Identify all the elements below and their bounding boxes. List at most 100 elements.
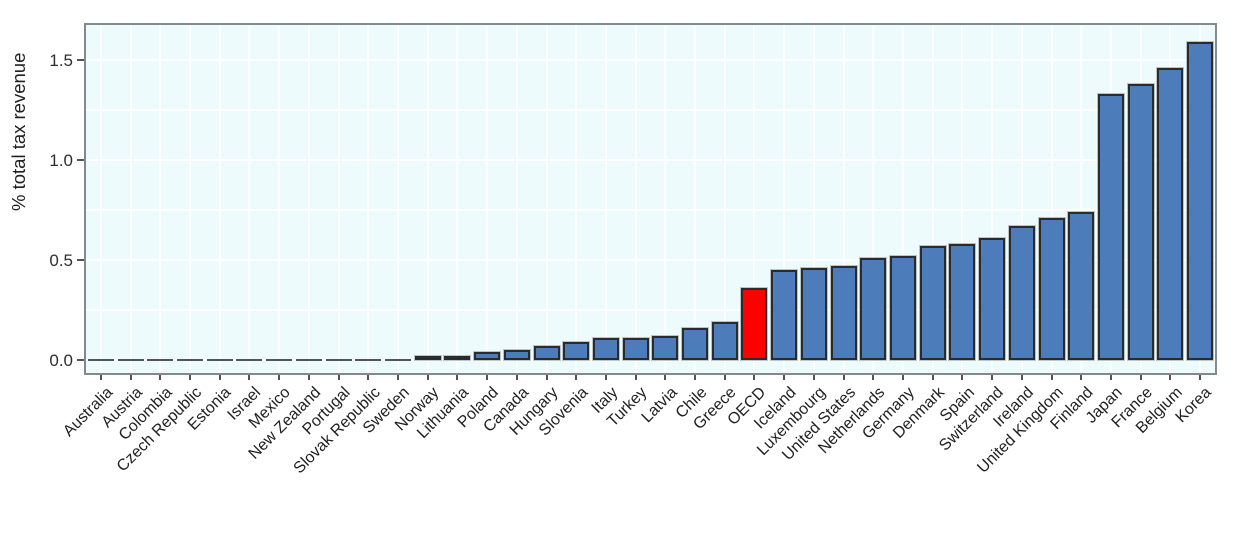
x-tick-mark (664, 375, 667, 380)
horizontal-gridline (86, 209, 1215, 211)
bar-zero-estonia (206, 358, 233, 361)
x-tick-mark (783, 375, 786, 380)
vertical-gridline (188, 25, 191, 373)
x-tick-mark (218, 375, 221, 380)
vertical-gridline (872, 25, 875, 373)
vertical-gridline (99, 25, 102, 373)
vertical-gridline (545, 25, 548, 373)
bar-germany (890, 256, 917, 360)
bar-korea (1187, 42, 1214, 360)
x-tick-mark (515, 375, 518, 380)
vertical-gridline (694, 25, 697, 373)
bar-latvia (652, 336, 679, 360)
horizontal-gridline (86, 59, 1215, 61)
x-tick-mark (575, 375, 578, 380)
horizontal-gridline (86, 259, 1215, 261)
vertical-gridline (961, 25, 964, 373)
horizontal-gridline (86, 109, 1215, 111)
horizontal-gridline (86, 159, 1215, 161)
x-tick-mark (248, 375, 251, 380)
vertical-gridline (604, 25, 607, 373)
bar-zero-australia (87, 358, 114, 361)
x-tick-mark (337, 375, 340, 380)
vertical-gridline (1080, 25, 1083, 373)
x-tick-mark (1020, 375, 1023, 380)
vertical-gridline (753, 25, 756, 373)
vertical-gridline (515, 25, 518, 373)
bar-greece (711, 322, 738, 360)
x-tick-mark (307, 375, 310, 380)
bar-poland (474, 352, 501, 360)
y-tick-label: 1.5 (49, 50, 73, 70)
vertical-gridline (1050, 25, 1053, 373)
vertical-gridline (278, 25, 281, 373)
x-tick-mark (1050, 375, 1053, 380)
x-tick-mark (812, 375, 815, 380)
bar-lithuania (444, 356, 471, 360)
bar-italy (592, 338, 619, 360)
x-tick-mark (991, 375, 994, 380)
vertical-gridline (426, 25, 429, 373)
x-tick-mark (931, 375, 934, 380)
y-tick-mark (77, 259, 84, 261)
y-tick-label: 1.0 (49, 150, 73, 170)
bar-denmark (919, 246, 946, 360)
x-tick-mark (1080, 375, 1083, 380)
x-tick-mark (872, 375, 875, 380)
y-axis-title: % total tax revenue (8, 52, 29, 211)
vertical-gridline (842, 25, 845, 373)
plot-area (84, 23, 1217, 375)
vertical-gridline (337, 25, 340, 373)
x-tick-mark (545, 375, 548, 380)
y-tick-label: 0.5 (49, 250, 73, 270)
x-tick-mark (604, 375, 607, 380)
x-tick-mark (723, 375, 726, 380)
bar-hungary (533, 346, 560, 360)
bar-france (1127, 84, 1154, 360)
x-tick-mark (396, 375, 399, 380)
bar-norway (414, 356, 441, 360)
bar-zero-mexico (266, 358, 293, 361)
vertical-gridline (486, 25, 489, 373)
bar-ireland (1008, 226, 1035, 360)
vertical-gridline (812, 25, 815, 373)
vertical-gridline (248, 25, 251, 373)
bar-japan (1098, 94, 1124, 360)
vertical-gridline (931, 25, 934, 373)
x-tick-mark (129, 375, 132, 380)
y-tick-mark (77, 159, 84, 161)
bar-chile (682, 328, 709, 360)
x-tick-mark (961, 375, 964, 380)
vertical-gridline (575, 25, 578, 373)
vertical-gridline (1020, 25, 1023, 373)
vertical-gridline (783, 25, 786, 373)
bar-zero-portugal (325, 358, 352, 361)
x-tick-mark (902, 375, 905, 380)
vertical-gridline (307, 25, 310, 373)
vertical-gridline (664, 25, 667, 373)
x-tick-mark (99, 375, 102, 380)
bar-belgium (1157, 68, 1184, 360)
vertical-gridline (159, 25, 162, 373)
bar-switzerland (979, 238, 1006, 360)
bar-iceland (771, 270, 798, 360)
bar-united-states (830, 266, 857, 360)
bar-spain (949, 244, 976, 360)
x-tick-mark (842, 375, 845, 380)
vertical-gridline (396, 25, 399, 373)
horizontal-gridline (86, 309, 1215, 311)
x-tick-mark (486, 375, 489, 380)
bar-netherlands (860, 258, 887, 360)
bar-zero-slovak-republic (355, 358, 382, 361)
bar-zero-colombia (147, 358, 174, 361)
horizontal-gridline (86, 359, 1215, 361)
bar-zero-austria (117, 358, 144, 361)
bar-zero-new-zealand (295, 358, 322, 361)
x-tick-mark (753, 375, 756, 380)
vertical-gridline (218, 25, 221, 373)
vertical-gridline (634, 25, 637, 373)
vertical-gridline (129, 25, 132, 373)
bar-canada (503, 350, 530, 360)
bar-zero-sweden (384, 358, 411, 361)
x-tick-mark (694, 375, 697, 380)
